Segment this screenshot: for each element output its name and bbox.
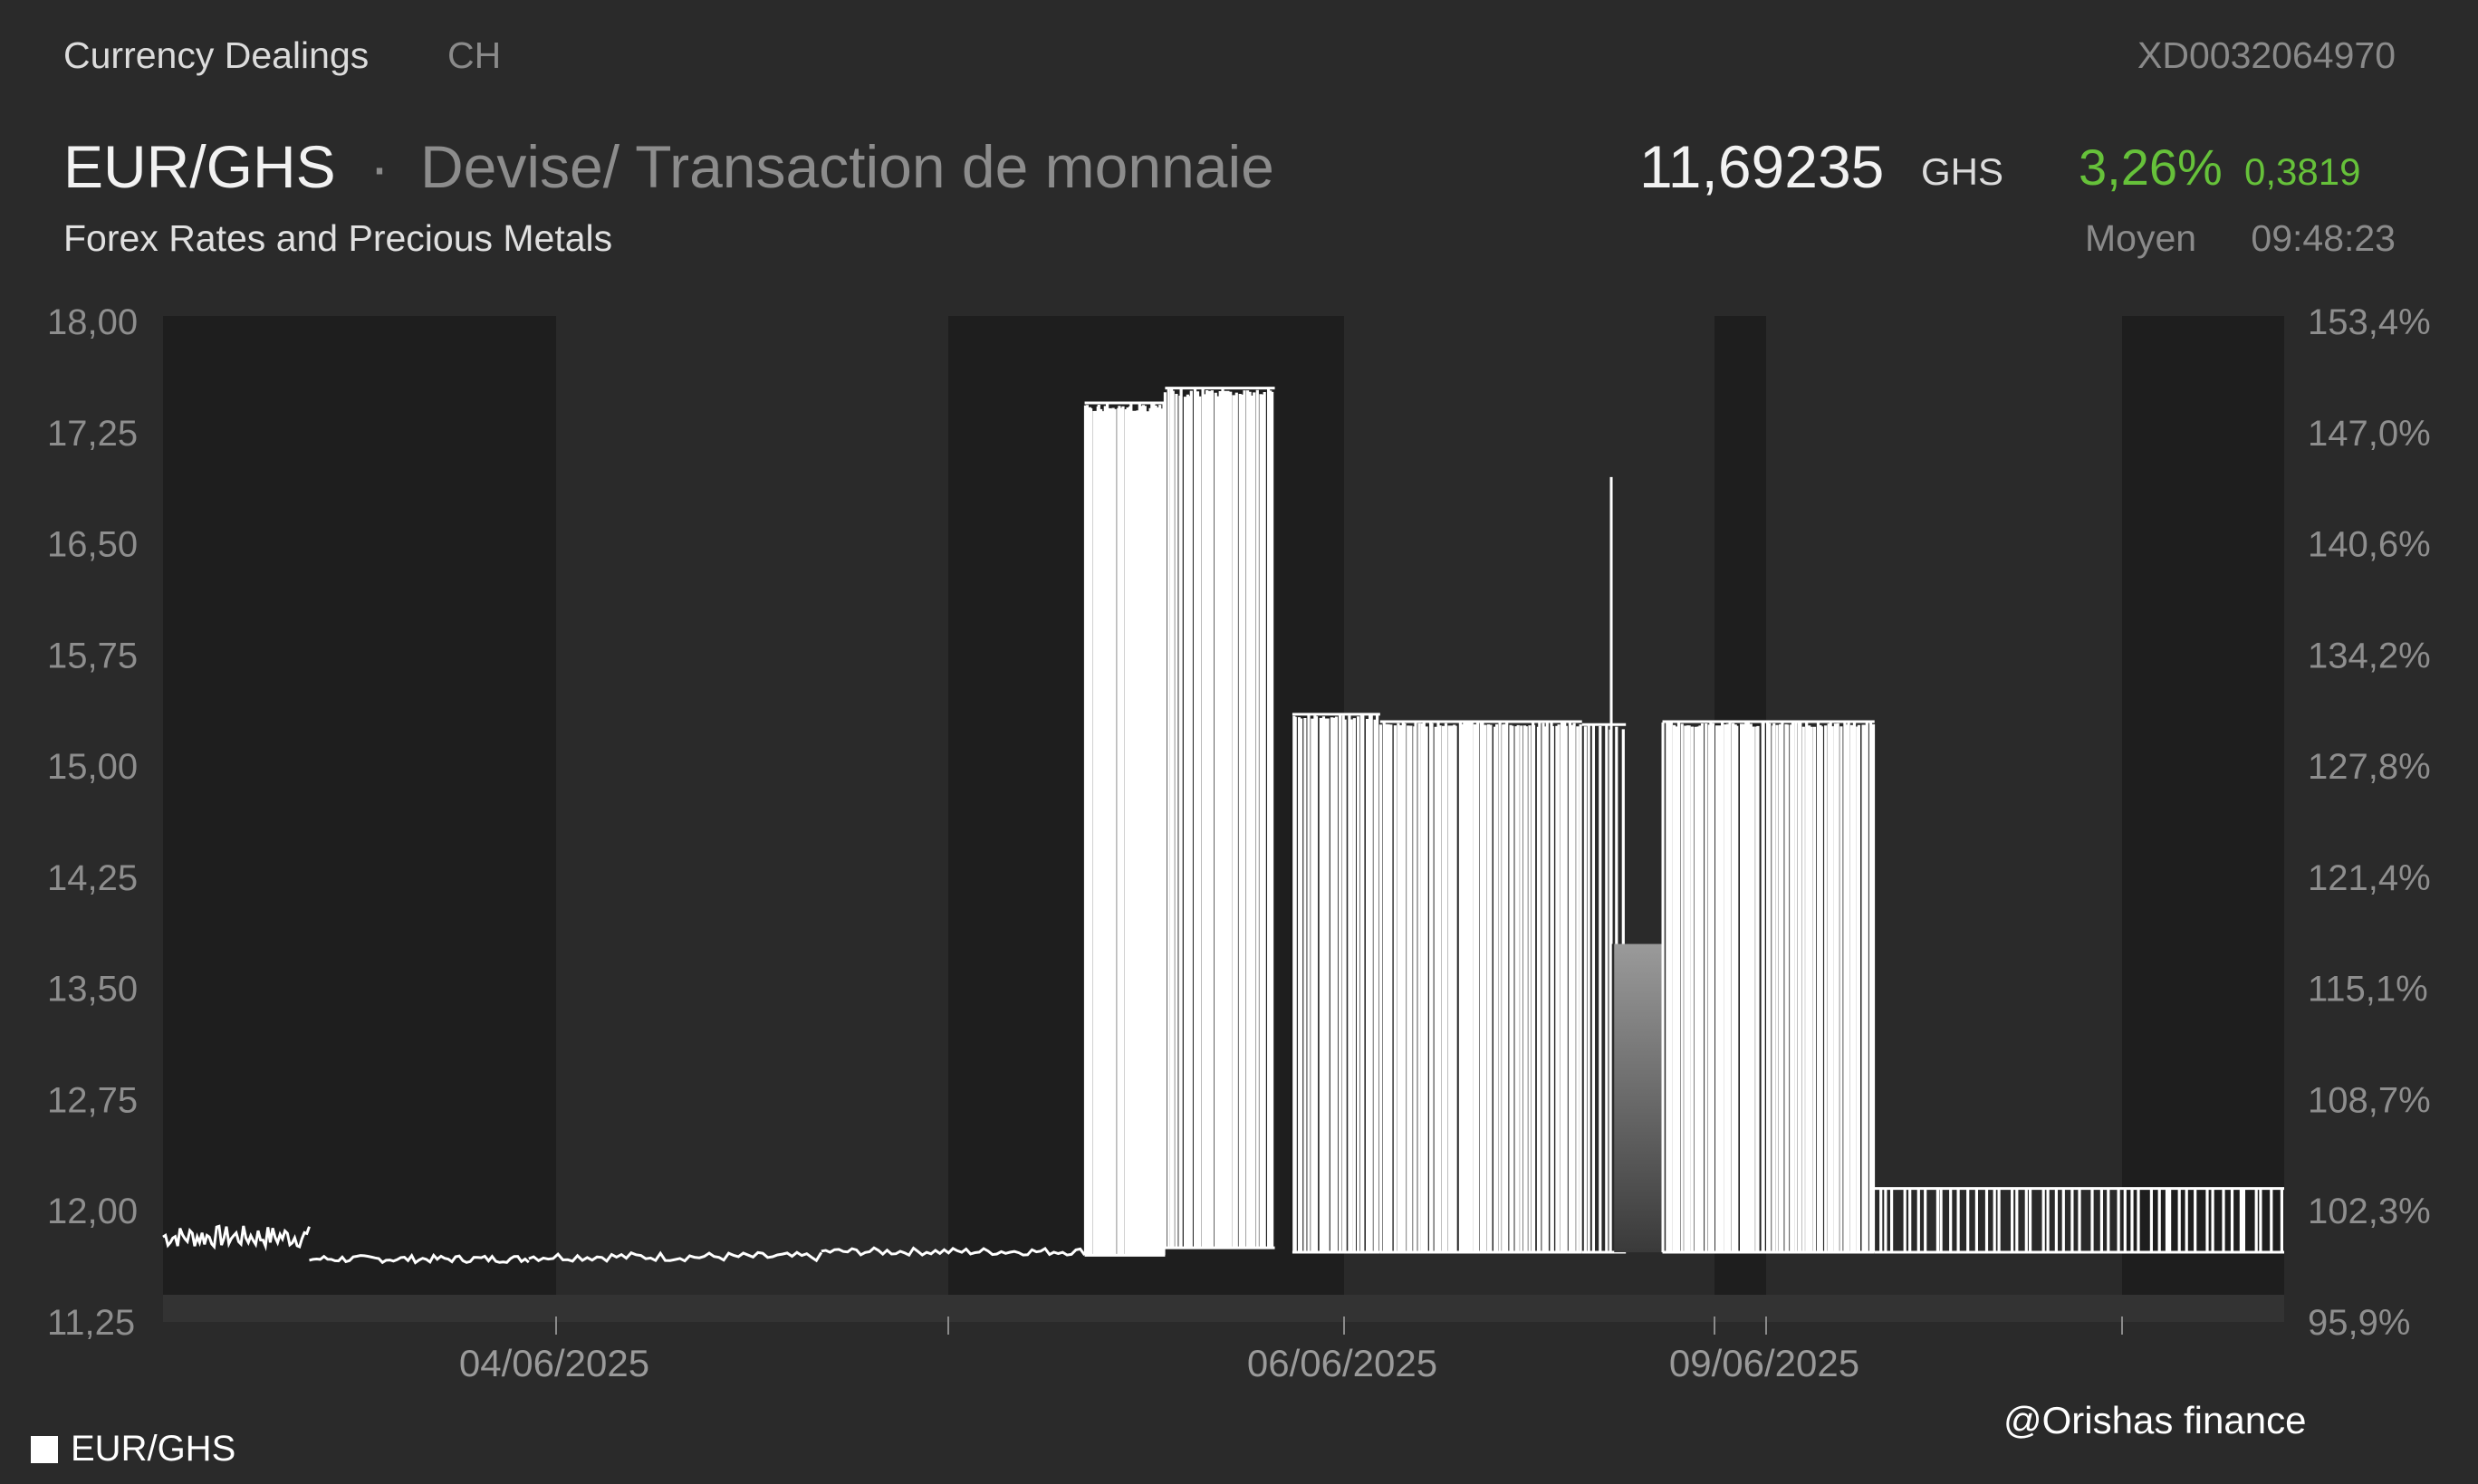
exchange-label: Currency Dealings: [63, 34, 370, 76]
x-tick-label: 06/06/2025: [1247, 1342, 1437, 1384]
y-tick-label: 16,50: [47, 525, 138, 565]
series-spikes: [1292, 713, 1379, 1253]
y2-tick-label: 134,2%: [2308, 636, 2431, 675]
y-tick-label: 13,50: [47, 970, 138, 1010]
price-currency: GHS: [1921, 150, 2004, 193]
isin-code: XD0032064970: [2137, 34, 2396, 76]
x-axis: 04/06/2025 06/06/2025 09/06/2025: [459, 1316, 2123, 1384]
y-tick-label: 15,00: [47, 747, 138, 787]
series-line: [162, 1224, 311, 1252]
series-spikes: [1378, 722, 1582, 1253]
x-tick-label: 09/06/2025: [1669, 1342, 1859, 1384]
x-tick-label: 04/06/2025: [459, 1342, 649, 1384]
y2-tick-label: 153,4%: [2308, 302, 2431, 342]
baseline-band: [163, 1295, 2284, 1322]
legend-swatch: [31, 1435, 58, 1463]
series-line: [821, 1246, 1086, 1258]
session-band: [163, 316, 556, 1322]
y-tick-label: 18,00: [47, 302, 138, 342]
y2-tick-label: 115,1%: [2308, 970, 2428, 1010]
y-axis-left: 18,00 17,25 16,50 15,75 15,00 14,25 13,50 12,75…: [47, 302, 138, 1343]
chart-legend[interactable]: EUR/GHS: [31, 1429, 235, 1470]
series-spikes: [1163, 388, 1274, 1249]
instrument-description: Devise/ Transaction de monnaie: [420, 133, 1274, 200]
y-tick-label: 11,25: [47, 1303, 135, 1343]
instrument-pair: EUR/GHS: [63, 133, 336, 200]
series-fill: [1614, 943, 1663, 1253]
session-bands: [163, 316, 2284, 1322]
last-price: 11,69235: [1639, 133, 1885, 200]
watermark: @Orishas finance: [2003, 1399, 2307, 1441]
quote-time: 09:48:23: [2251, 217, 2396, 259]
country-code: CH: [447, 34, 502, 76]
y-axis-right: 153,4% 147,0% 140,6% 134,2% 127,8% 121,4% 115,…: [2308, 302, 2431, 1343]
y2-tick-label: 147,0%: [2308, 414, 2431, 454]
y2-tick-label: 108,7%: [2308, 1080, 2431, 1120]
y-tick-label: 15,75: [47, 636, 138, 675]
y-tick-label: 17,25: [47, 414, 138, 454]
session-band: [2122, 316, 2284, 1322]
title-separator: ·: [370, 133, 389, 200]
y2-tick-label: 140,6%: [2308, 525, 2431, 565]
series-spikes: [1661, 722, 1876, 1253]
change-percent: 3,26%: [2079, 139, 2223, 196]
series-spikes: [1879, 1188, 2283, 1253]
y2-tick-label: 102,3%: [2308, 1192, 2431, 1231]
series-spikes: [1083, 403, 1166, 1256]
plot-base: [163, 1295, 2284, 1322]
legend-label: EUR/GHS: [71, 1429, 236, 1469]
series-line: [528, 1250, 823, 1263]
market-subtitle: Forex Rates and Precious Metals: [63, 217, 613, 259]
y-tick-label: 12,00: [47, 1192, 138, 1231]
y2-tick-label: 127,8%: [2308, 747, 2431, 787]
y-tick-label: 12,75: [47, 1080, 138, 1120]
series-eur-ghs: [162, 387, 2284, 1265]
y-tick-label: 14,25: [47, 858, 138, 898]
y2-tick-label: 95,9%: [2308, 1303, 2410, 1343]
price-type: Moyen: [2085, 217, 2197, 259]
series-line: [309, 1252, 530, 1265]
y2-tick-label: 121,4%: [2308, 858, 2431, 898]
change-absolute: 0,3819: [2244, 150, 2361, 193]
